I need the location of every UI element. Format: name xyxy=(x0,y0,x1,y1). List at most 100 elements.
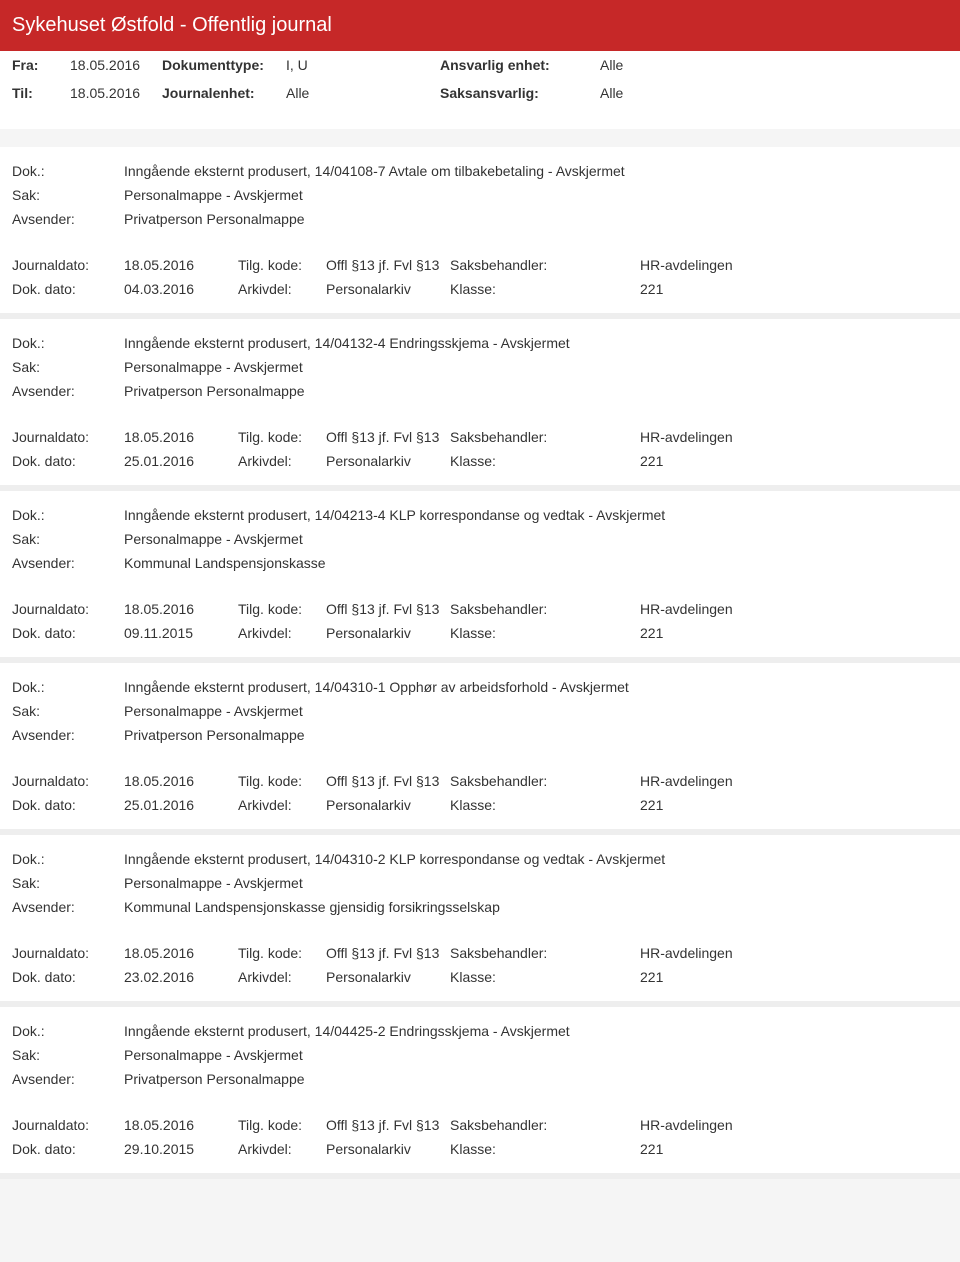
meta-row-1: Fra: 18.05.2016 Dokumenttype: I, U Ansva… xyxy=(0,51,960,79)
detail-row-2: Dok. dato: 09.11.2015 Arkivdel: Personal… xyxy=(0,621,960,645)
sak-label: Sak: xyxy=(12,531,124,547)
arkivdel-value: Personalarkiv xyxy=(326,453,411,469)
dok-label: Dok.: xyxy=(12,679,124,695)
sak-line: Sak: Personalmappe - Avskjermet xyxy=(0,1043,960,1067)
klasse-label: Klasse: xyxy=(450,797,580,813)
dok-value: Inngående eksternt produsert, 14/04425-2… xyxy=(124,1023,948,1039)
entries-list: Dok.: Inngående eksternt produsert, 14/0… xyxy=(0,147,960,1179)
journaldato-label: Journaldato: xyxy=(12,601,124,617)
detail-row-2: Dok. dato: 25.01.2016 Arkivdel: Personal… xyxy=(0,793,960,817)
sak-line: Sak: Personalmappe - Avskjermet xyxy=(0,355,960,379)
ansvarlig-value: Alle xyxy=(600,57,623,73)
detail-row-2: Dok. dato: 23.02.2016 Arkivdel: Personal… xyxy=(0,965,960,989)
dokdato-value: 04.03.2016 xyxy=(124,281,194,297)
dokdato-label: Dok. dato: xyxy=(12,453,124,469)
arkivdel-label: Arkivdel: xyxy=(238,625,326,641)
journaldato-value: 18.05.2016 xyxy=(124,257,194,273)
journaldato-value: 18.05.2016 xyxy=(124,945,194,961)
journal-entry: Dok.: Inngående eksternt produsert, 14/0… xyxy=(0,835,960,1007)
avsender-label: Avsender: xyxy=(12,1071,124,1087)
til-label: Til: xyxy=(12,85,70,101)
detail-row-2: Dok. dato: 04.03.2016 Arkivdel: Personal… xyxy=(0,277,960,301)
dokdato-label: Dok. dato: xyxy=(12,1141,124,1157)
dok-line: Dok.: Inngående eksternt produsert, 14/0… xyxy=(0,675,960,699)
sak-line: Sak: Personalmappe - Avskjermet xyxy=(0,183,960,207)
sak-line: Sak: Personalmappe - Avskjermet xyxy=(0,871,960,895)
page-header: Sykehuset Østfold - Offentlig journal xyxy=(0,0,960,51)
avsender-line: Avsender: Kommunal Landspensjonskasse gj… xyxy=(0,895,960,919)
tilgkode-label: Tilg. kode: xyxy=(238,601,326,617)
tilgkode-label: Tilg. kode: xyxy=(238,945,326,961)
journalenhet-label: Journalenhet: xyxy=(162,85,286,101)
journal-entry: Dok.: Inngående eksternt produsert, 14/0… xyxy=(0,319,960,491)
avsender-label: Avsender: xyxy=(12,727,124,743)
sak-value: Personalmappe - Avskjermet xyxy=(124,1047,948,1063)
klasse-value: 221 xyxy=(640,969,663,985)
sak-label: Sak: xyxy=(12,703,124,719)
dokdato-value: 29.10.2015 xyxy=(124,1141,194,1157)
klasse-value: 221 xyxy=(640,281,663,297)
avsender-value: Kommunal Landspensjonskasse xyxy=(124,555,948,571)
doktype-label: Dokumenttype: xyxy=(162,57,286,73)
journalenhet-value: Alle xyxy=(286,85,440,101)
detail-row-1: Journaldato: 18.05.2016 Tilg. kode: Offl… xyxy=(0,1113,960,1137)
arkivdel-value: Personalarkiv xyxy=(326,969,411,985)
tilgkode-label: Tilg. kode: xyxy=(238,257,326,273)
saksbehandler-value: HR-avdelingen xyxy=(640,601,733,617)
dok-value: Inngående eksternt produsert, 14/04132-4… xyxy=(124,335,948,351)
dok-value: Inngående eksternt produsert, 14/04310-2… xyxy=(124,851,948,867)
tilgkode-value: Offl §13 jf. Fvl §13 xyxy=(326,773,439,789)
klasse-label: Klasse: xyxy=(450,625,580,641)
saksansvarlig-label: Saksansvarlig: xyxy=(440,85,600,101)
saksbehandler-value: HR-avdelingen xyxy=(640,429,733,445)
journal-entry: Dok.: Inngående eksternt produsert, 14/0… xyxy=(0,663,960,835)
avsender-label: Avsender: xyxy=(12,899,124,915)
avsender-line: Avsender: Privatperson Personalmappe xyxy=(0,723,960,747)
tilgkode-value: Offl §13 jf. Fvl §13 xyxy=(326,601,439,617)
page-title: Sykehuset Østfold - Offentlig journal xyxy=(12,14,332,36)
avsender-line: Avsender: Privatperson Personalmappe xyxy=(0,207,960,231)
dok-label: Dok.: xyxy=(12,335,124,351)
detail-row-1: Journaldato: 18.05.2016 Tilg. kode: Offl… xyxy=(0,425,960,449)
dok-value: Inngående eksternt produsert, 14/04108-7… xyxy=(124,163,948,179)
arkivdel-label: Arkivdel: xyxy=(238,969,326,985)
avsender-label: Avsender: xyxy=(12,211,124,227)
saksbehandler-label: Saksbehandler: xyxy=(450,773,580,789)
journal-entry: Dok.: Inngående eksternt produsert, 14/0… xyxy=(0,491,960,663)
tilgkode-label: Tilg. kode: xyxy=(238,429,326,445)
journal-entry: Dok.: Inngående eksternt produsert, 14/0… xyxy=(0,1007,960,1179)
avsender-value: Privatperson Personalmappe xyxy=(124,727,948,743)
klasse-label: Klasse: xyxy=(450,1141,580,1157)
detail-row-2: Dok. dato: 29.10.2015 Arkivdel: Personal… xyxy=(0,1137,960,1161)
journaldato-value: 18.05.2016 xyxy=(124,601,194,617)
dok-label: Dok.: xyxy=(12,507,124,523)
dokdato-value: 23.02.2016 xyxy=(124,969,194,985)
detail-row-1: Journaldato: 18.05.2016 Tilg. kode: Offl… xyxy=(0,597,960,621)
sak-line: Sak: Personalmappe - Avskjermet xyxy=(0,527,960,551)
arkivdel-label: Arkivdel: xyxy=(238,281,326,297)
dok-value: Inngående eksternt produsert, 14/04310-1… xyxy=(124,679,948,695)
avsender-value: Kommunal Landspensjonskasse gjensidig fo… xyxy=(124,899,948,915)
journaldato-label: Journaldato: xyxy=(12,429,124,445)
saksansvarlig-value: Alle xyxy=(600,85,623,101)
avsender-value: Privatperson Personalmappe xyxy=(124,211,948,227)
klasse-value: 221 xyxy=(640,625,663,641)
klasse-label: Klasse: xyxy=(450,453,580,469)
klasse-value: 221 xyxy=(640,1141,663,1157)
saksbehandler-label: Saksbehandler: xyxy=(450,601,580,617)
dok-line: Dok.: Inngående eksternt produsert, 14/0… xyxy=(0,331,960,355)
saksbehandler-value: HR-avdelingen xyxy=(640,257,733,273)
sak-label: Sak: xyxy=(12,187,124,203)
dokdato-label: Dok. dato: xyxy=(12,625,124,641)
detail-row-1: Journaldato: 18.05.2016 Tilg. kode: Offl… xyxy=(0,253,960,277)
dokdato-value: 25.01.2016 xyxy=(124,453,194,469)
detail-row-1: Journaldato: 18.05.2016 Tilg. kode: Offl… xyxy=(0,769,960,793)
avsender-line: Avsender: Kommunal Landspensjonskasse xyxy=(0,551,960,575)
saksbehandler-label: Saksbehandler: xyxy=(450,945,580,961)
dok-value: Inngående eksternt produsert, 14/04213-4… xyxy=(124,507,948,523)
journal-entry: Dok.: Inngående eksternt produsert, 14/0… xyxy=(0,147,960,319)
tilgkode-label: Tilg. kode: xyxy=(238,1117,326,1133)
klasse-value: 221 xyxy=(640,797,663,813)
saksbehandler-value: HR-avdelingen xyxy=(640,773,733,789)
journaldato-label: Journaldato: xyxy=(12,945,124,961)
